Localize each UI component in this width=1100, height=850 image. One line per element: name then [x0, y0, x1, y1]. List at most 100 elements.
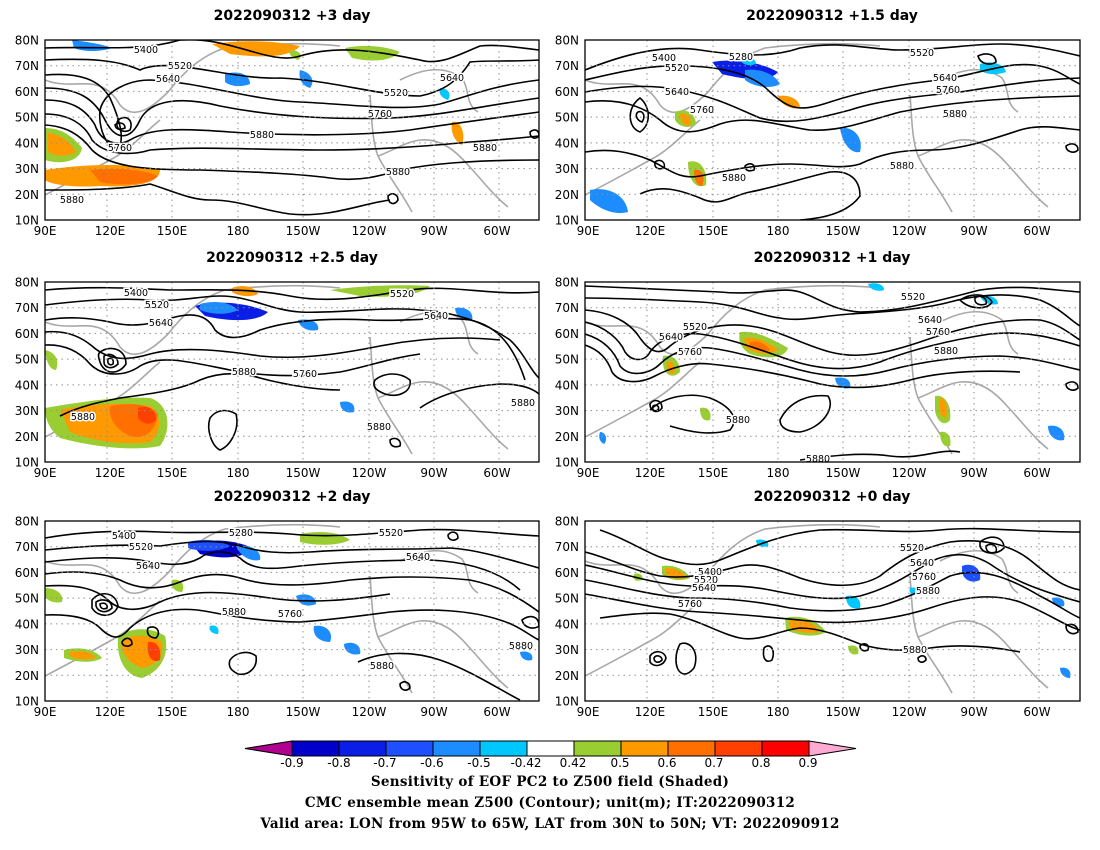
- lat-label: 10N: [555, 214, 579, 228]
- contour-label: 5880: [722, 173, 746, 184]
- contour-label: 5520: [145, 300, 169, 311]
- contour-label: 5880: [726, 415, 750, 426]
- map-frame: [584, 39, 1081, 221]
- coastlines: [45, 43, 509, 213]
- lon-label: 120W: [892, 224, 927, 238]
- colorbar-cell: [573, 740, 622, 757]
- lat-label: 70N: [555, 301, 579, 315]
- lon-label: 150W: [286, 224, 321, 238]
- lon-label: 60W: [483, 705, 510, 719]
- map-frame: [584, 281, 1081, 463]
- colorbar-tick-label: -0.8: [327, 756, 350, 770]
- colorbar-tick-label: 0.6: [657, 756, 676, 770]
- lon-label: 150W: [286, 466, 321, 480]
- contour-label: 5760: [912, 572, 936, 583]
- lon-label: 120E: [635, 466, 666, 480]
- lon-label: 120W: [352, 224, 387, 238]
- lat-label: 20N: [555, 669, 579, 683]
- lon-label: 150W: [826, 466, 861, 480]
- contour-label: 5520: [129, 542, 153, 553]
- colorbar-tick-label: -0.9: [280, 756, 303, 770]
- contour-label: 5520: [379, 528, 403, 539]
- contour-label: 5640: [918, 315, 942, 326]
- lat-label: 30N: [15, 404, 39, 418]
- contour-label: 5640: [156, 74, 180, 85]
- lon-label: 180: [767, 466, 790, 480]
- colorbar-tick-label: 0.9: [798, 756, 817, 770]
- contour-label: 5400: [134, 45, 158, 56]
- lon-label: 90E: [34, 466, 57, 480]
- lon-label: 150E: [157, 466, 188, 480]
- lat-label: 80N: [555, 515, 579, 529]
- colorbar-tick-label: 0.5: [610, 756, 629, 770]
- dotted-gridlines: [585, 521, 1080, 701]
- lat-label: 60N: [555, 85, 579, 99]
- contour-label: 5880: [943, 109, 967, 120]
- panel-title: 2022090312 +2.5 day: [206, 250, 378, 266]
- contour-label: 5520: [683, 322, 707, 333]
- sensitivity-shading: [45, 285, 473, 449]
- lat-label: 80N: [15, 515, 39, 529]
- map-frame: [44, 520, 540, 702]
- lat-label: 80N: [15, 34, 39, 48]
- contour-label: 5880: [250, 130, 274, 141]
- lon-label: 90W: [420, 705, 447, 719]
- lat-label: 20N: [15, 188, 39, 202]
- lon-axis-labels: 90E 120E 150E 180 150W 120W 90W 60W: [34, 466, 511, 480]
- z500-contours: [585, 285, 1080, 461]
- lon-label: 120E: [95, 705, 126, 719]
- colorbar-cell: [432, 740, 481, 757]
- z500-contours: [45, 286, 539, 451]
- lat-label: 40N: [555, 378, 579, 392]
- contour-label: 5520: [910, 48, 934, 59]
- contour-labels: 5520 5400 5520 5640 5640 5760 5760 5880 …: [676, 542, 941, 658]
- lat-axis-labels: 80N 70N 60N 50N 40N 30N 20N 10N: [15, 34, 39, 228]
- contour-label: 5760: [678, 347, 702, 358]
- lon-label: 60W: [483, 466, 510, 480]
- lat-label: 40N: [15, 136, 39, 150]
- lat-label: 60N: [15, 327, 39, 341]
- contour-label: 5640: [692, 583, 716, 594]
- lon-label: 150E: [698, 466, 729, 480]
- lat-axis-labels: 80N 70N 60N 50N 40N 30N 20N 10N: [15, 515, 39, 709]
- contour-label: 5520: [168, 61, 192, 72]
- contour-label: 5880: [890, 161, 914, 172]
- coastlines: [585, 43, 1049, 213]
- map-panel-plus1-day: 2022090312 +1 day: [555, 250, 1081, 480]
- lat-axis-labels: 80N 70N 60N 50N 40N 30N 20N 10N: [15, 276, 39, 470]
- lat-label: 40N: [15, 378, 39, 392]
- lat-label: 50N: [555, 592, 579, 606]
- lon-label: 60W: [1023, 224, 1050, 238]
- lat-label: 20N: [555, 430, 579, 444]
- lat-label: 80N: [555, 34, 579, 48]
- z500-contours: [585, 527, 1080, 675]
- colorbar-tick-label: -0.5: [467, 756, 490, 770]
- contour-labels: 5400 5520 5640 5520 5640 5880 5760 5880 …: [69, 287, 536, 435]
- contour-label: 5280: [729, 52, 753, 63]
- contour-label: 5880: [903, 645, 927, 656]
- contour-label: 5880: [509, 641, 533, 652]
- lon-label: 150E: [698, 224, 729, 238]
- contour-label: 5400: [698, 567, 722, 578]
- lat-label: 50N: [15, 592, 39, 606]
- contour-label: 5880: [232, 367, 256, 378]
- contour-label: 5760: [678, 599, 702, 610]
- lat-label: 30N: [555, 643, 579, 657]
- lon-label: 120E: [95, 466, 126, 480]
- lat-label: 30N: [555, 162, 579, 176]
- lon-label: 90W: [420, 466, 447, 480]
- colorbar-cell: [479, 740, 528, 757]
- lon-axis-labels: 90E 120E 150E 180 150W 120W 90W 60W: [577, 705, 1051, 719]
- lat-label: 40N: [15, 617, 39, 631]
- lat-label: 10N: [15, 695, 39, 709]
- contour-labels: 5400 5280 5520 5520 5640 5640 5880 5760 …: [110, 527, 534, 674]
- lon-label: 90W: [960, 224, 987, 238]
- lon-label: 180: [767, 224, 790, 238]
- lat-label: 30N: [15, 643, 39, 657]
- lat-label: 10N: [555, 695, 579, 709]
- contour-label: 5400: [124, 288, 148, 299]
- lat-label: 60N: [15, 566, 39, 580]
- colorbar-tick-label: 0.8: [751, 756, 770, 770]
- contour-labels: 5520 5520 5640 5640 5760 5760 5880 5880 …: [657, 291, 959, 463]
- lat-label: 10N: [555, 456, 579, 470]
